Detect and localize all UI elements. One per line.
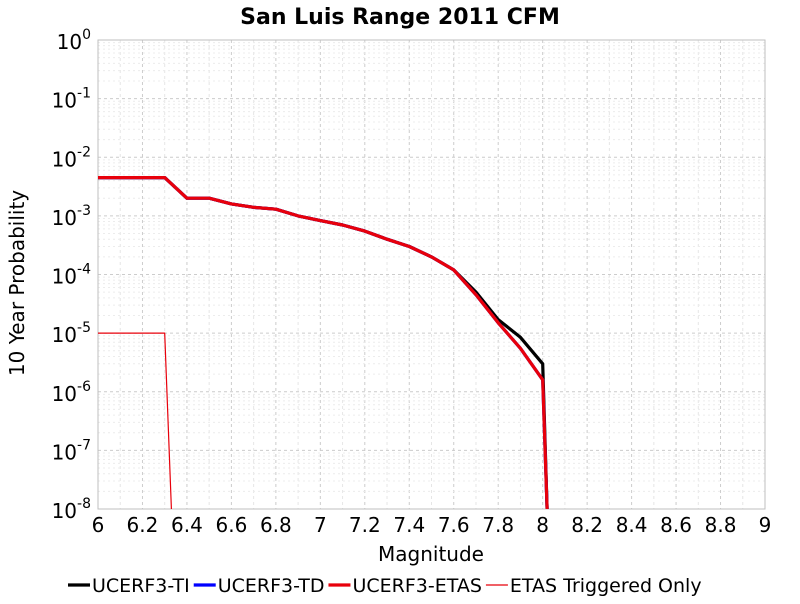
x-tick-label: 6 xyxy=(92,513,105,537)
y-tick-exponent: -7 xyxy=(77,437,91,453)
legend-label: UCERF3-TD xyxy=(218,575,325,597)
y-tick-exponent: 0 xyxy=(82,27,91,43)
legend-label: UCERF3-ETAS xyxy=(352,575,481,597)
legend-label: ETAS Triggered Only xyxy=(510,575,702,597)
y-tick-base: 10 xyxy=(52,382,77,406)
y-tick-base: 10 xyxy=(52,265,77,289)
chart-title: San Luis Range 2011 CFM xyxy=(240,5,560,30)
y-axis-label: 10 Year Probability xyxy=(5,190,29,376)
y-tick-base: 10 xyxy=(52,206,77,230)
series-layer xyxy=(98,176,549,510)
y-tick-base: 10 xyxy=(52,147,77,171)
x-axis-ticks: 6 6.2 6.4 6.6 6.8 7 7.2 7.4 7.6 7.8 8 8.2 8.4 8.6 8.8 9 xyxy=(92,513,772,537)
legend-label: UCERF3-TI xyxy=(92,575,190,597)
x-tick-label: 7.6 xyxy=(438,513,470,537)
y-tick-label: 10-2 xyxy=(52,144,91,171)
y-tick-base: 10 xyxy=(52,323,77,347)
y-tick-exponent: -8 xyxy=(77,496,91,512)
x-tick-label: 7 xyxy=(314,513,327,537)
y-tick-label: 10-8 xyxy=(52,496,91,523)
x-tick-label: 6.2 xyxy=(127,513,159,537)
y-tick-label: 10-4 xyxy=(52,262,92,289)
y-tick-label: 10-6 xyxy=(52,379,92,406)
x-tick-label: 6.8 xyxy=(260,513,292,537)
series-line-etas-triggered-only xyxy=(98,332,172,510)
y-tick-label: 10-5 xyxy=(52,320,91,347)
x-tick-label: 7.4 xyxy=(393,513,425,537)
series-line-ucerf3-etas xyxy=(98,176,549,510)
x-tick-label: 6.6 xyxy=(215,513,247,537)
legend: UCERF3-TI UCERF3-TD UCERF3-ETAS ETAS Trigge… xyxy=(68,575,702,597)
y-tick-label: 10-1 xyxy=(52,86,91,113)
y-tick-exponent: -6 xyxy=(77,379,91,395)
x-tick-label: 6.4 xyxy=(171,513,203,537)
y-tick-base: 10 xyxy=(52,440,77,464)
y-tick-exponent: -3 xyxy=(77,203,91,219)
plot-area xyxy=(97,39,766,510)
y-tick-base: 10 xyxy=(57,30,82,54)
x-tick-label: 9 xyxy=(759,513,772,537)
x-tick-label: 7.2 xyxy=(349,513,381,537)
x-tick-label: 8 xyxy=(536,513,549,537)
x-tick-label: 7.8 xyxy=(482,513,514,537)
y-tick-base: 10 xyxy=(52,499,77,523)
x-tick-label: 8.2 xyxy=(571,513,603,537)
y-tick-exponent: -2 xyxy=(77,144,91,160)
y-tick-label: 10-3 xyxy=(52,203,91,230)
y-tick-base: 10 xyxy=(52,89,77,113)
y-tick-exponent: -4 xyxy=(77,262,91,278)
x-axis-label: Magnitude xyxy=(378,542,484,566)
y-tick-label: 100 xyxy=(57,27,91,54)
y-tick-exponent: -5 xyxy=(77,320,91,336)
y-tick-label: 10-7 xyxy=(52,437,91,464)
grid xyxy=(98,40,765,509)
x-tick-label: 8.4 xyxy=(616,513,648,537)
x-tick-label: 8.6 xyxy=(660,513,692,537)
x-tick-label: 8.8 xyxy=(705,513,737,537)
y-tick-exponent: -1 xyxy=(77,86,91,102)
